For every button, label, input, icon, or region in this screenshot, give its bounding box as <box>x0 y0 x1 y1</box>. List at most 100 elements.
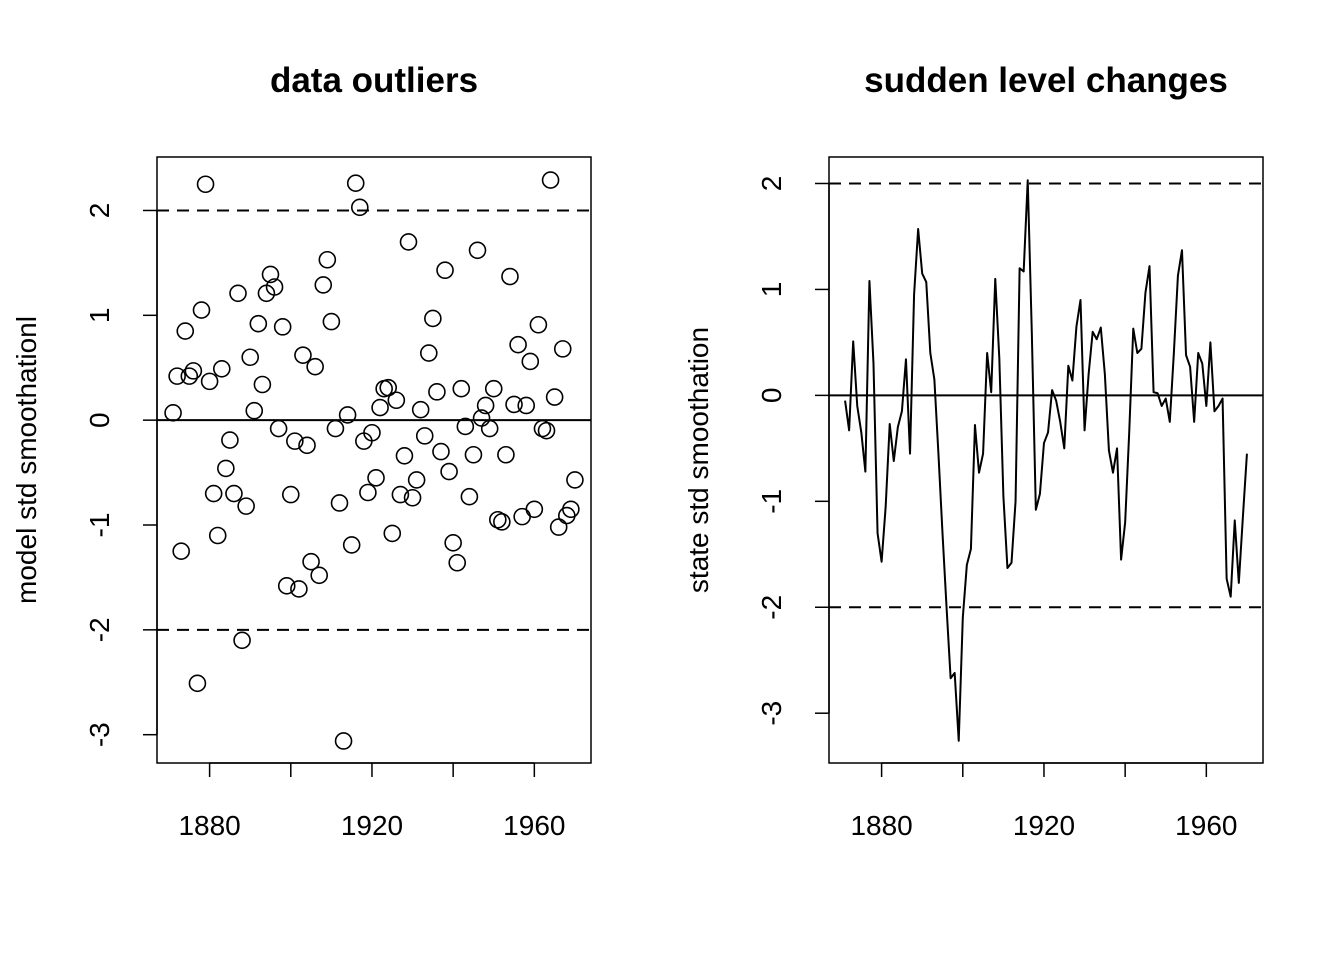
point <box>424 309 442 328</box>
point <box>249 314 268 333</box>
point <box>464 445 483 464</box>
point <box>253 375 272 394</box>
point <box>383 524 402 543</box>
point <box>233 631 251 650</box>
point <box>513 507 531 526</box>
point <box>395 447 414 465</box>
point <box>217 459 235 478</box>
y-tick-label: -1 <box>84 513 115 538</box>
point <box>334 732 353 750</box>
point <box>505 395 523 414</box>
point <box>529 315 548 334</box>
point <box>192 301 211 319</box>
point <box>176 322 195 340</box>
point <box>330 494 349 512</box>
point <box>553 340 572 358</box>
point <box>541 171 560 189</box>
line <box>844 179 1248 742</box>
point <box>387 391 406 410</box>
point <box>241 348 259 367</box>
point <box>452 379 471 398</box>
y-axis-title: state std smoothation <box>683 327 714 593</box>
point <box>208 526 227 545</box>
point <box>229 284 247 303</box>
point <box>411 400 430 419</box>
y-axis-title: model std smoothationl <box>11 316 42 604</box>
point <box>302 552 320 571</box>
point <box>269 419 288 438</box>
point <box>468 241 487 260</box>
point <box>436 261 454 280</box>
point <box>359 483 377 502</box>
point <box>428 383 446 401</box>
point <box>306 357 324 376</box>
x-tick-label: 1920 <box>1013 810 1075 841</box>
point <box>212 359 231 378</box>
point <box>476 396 495 415</box>
x-tick-label: 1880 <box>850 810 912 841</box>
point <box>318 250 337 269</box>
point <box>314 276 333 294</box>
point <box>180 367 199 385</box>
point <box>281 485 300 504</box>
point <box>164 404 182 422</box>
point <box>221 431 239 449</box>
point <box>273 318 292 336</box>
point <box>399 233 418 251</box>
x-tick-label: 1920 <box>341 810 403 841</box>
point <box>545 388 564 406</box>
point <box>346 174 365 193</box>
x-tick-label: 1960 <box>503 810 565 841</box>
point <box>448 553 467 572</box>
point <box>501 267 519 286</box>
y-tick-label: -3 <box>756 701 787 726</box>
y-tick-label: -2 <box>756 595 787 620</box>
point <box>196 175 215 194</box>
y-tick-label: -1 <box>756 489 787 514</box>
point <box>537 421 556 440</box>
point <box>290 580 308 598</box>
point <box>294 346 312 364</box>
point <box>286 432 304 450</box>
point <box>371 398 389 417</box>
x-tick-label: 1880 <box>178 810 240 841</box>
point <box>419 344 438 362</box>
point <box>549 518 568 536</box>
point <box>225 484 243 503</box>
chart-title: data outliers <box>270 61 478 100</box>
point <box>460 487 479 506</box>
y-tick-label: 0 <box>756 388 787 404</box>
point <box>172 542 190 561</box>
point <box>350 198 369 217</box>
point <box>517 396 536 415</box>
y-tick-label: 0 <box>84 412 115 428</box>
point <box>484 379 503 398</box>
y-tick-label: 2 <box>84 203 115 219</box>
point <box>277 577 296 595</box>
point <box>521 352 540 371</box>
y-tick-label: 1 <box>84 308 115 324</box>
point <box>456 417 475 436</box>
point <box>310 566 329 585</box>
y-tick-label: -2 <box>84 617 115 642</box>
point <box>407 471 426 489</box>
y-tick-label: 2 <box>756 176 787 192</box>
point <box>245 401 264 420</box>
y-tick-label: -3 <box>84 722 115 747</box>
point <box>525 500 544 519</box>
point <box>509 335 527 354</box>
point <box>444 534 462 552</box>
point <box>489 510 507 529</box>
point <box>415 427 434 445</box>
point <box>298 436 316 455</box>
point <box>379 378 398 397</box>
point <box>342 536 361 554</box>
point <box>200 372 219 391</box>
point <box>533 419 552 438</box>
point <box>168 367 186 385</box>
point <box>261 265 280 284</box>
point <box>497 445 515 464</box>
point <box>391 485 410 504</box>
